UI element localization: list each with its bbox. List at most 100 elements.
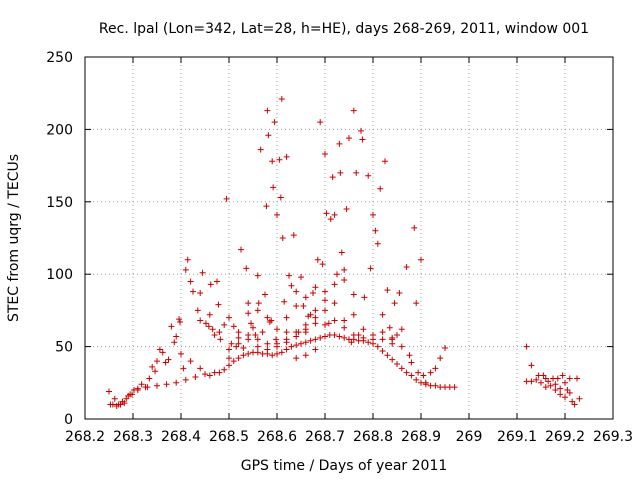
data-point [250, 324, 256, 331]
data-point [138, 381, 145, 388]
data-point [171, 339, 178, 346]
data-point [331, 300, 338, 307]
data-point [323, 210, 330, 217]
data-point [129, 391, 136, 398]
data-point [206, 372, 213, 379]
data-point [341, 317, 348, 324]
data-point [413, 376, 420, 383]
x-tick-label: 269.1 [497, 429, 537, 445]
data-point [331, 332, 338, 339]
data-point [559, 372, 566, 379]
data-point [270, 184, 277, 191]
data-point [312, 320, 319, 327]
data-point [389, 334, 396, 341]
data-point [273, 336, 280, 343]
data-point [190, 288, 196, 295]
data-point [432, 365, 439, 372]
data-point [293, 288, 300, 295]
data-point [111, 395, 118, 402]
data-point [302, 352, 309, 359]
data-point [377, 185, 384, 192]
chart-title: Rec. lpal (Lon=342, Lat=28, h=HE), days … [99, 21, 589, 37]
data-point [216, 369, 223, 376]
data-point [192, 374, 199, 381]
data-point [350, 311, 357, 318]
data-point [312, 307, 319, 314]
data-point [182, 376, 189, 383]
data-point [331, 317, 338, 324]
data-point [245, 332, 252, 339]
data-point [327, 216, 334, 223]
data-point [379, 311, 386, 318]
data-point [523, 343, 530, 350]
data-point [302, 329, 309, 336]
data-point [264, 107, 271, 114]
data-point [262, 291, 268, 298]
data-point [322, 321, 328, 328]
data-point [398, 343, 405, 350]
data-point [398, 365, 405, 372]
data-point [235, 340, 242, 347]
grid [85, 57, 613, 419]
data-point [365, 172, 372, 179]
data-point [288, 282, 295, 289]
data-point [374, 343, 381, 350]
data-point [217, 336, 224, 343]
data-point [197, 365, 204, 372]
data-point [562, 379, 568, 386]
data-point [403, 263, 410, 270]
data-point [350, 332, 357, 339]
data-point [274, 211, 280, 218]
data-point [180, 365, 187, 372]
data-point [159, 349, 166, 356]
data-point [254, 272, 261, 279]
data-point [254, 343, 261, 350]
data-point [278, 95, 285, 102]
data-point [350, 107, 357, 114]
data-point [162, 359, 169, 366]
data-point [266, 318, 273, 325]
data-point [278, 349, 285, 356]
data-point [269, 158, 276, 165]
data-point [298, 274, 304, 281]
data-point [367, 265, 374, 272]
data-point [307, 311, 314, 318]
data-point [382, 158, 388, 165]
data-point [547, 382, 554, 389]
y-tick-label: 250 [46, 50, 73, 66]
y-tick-label: 0 [64, 412, 73, 428]
data-point [528, 378, 535, 385]
data-point [372, 227, 379, 234]
data-point [394, 332, 400, 339]
data-point [254, 336, 261, 343]
data-point [184, 256, 191, 263]
data-point [134, 387, 141, 394]
data-point [552, 381, 559, 388]
data-point [194, 307, 201, 314]
data-point [243, 265, 250, 272]
data-point [336, 333, 343, 340]
data-point [365, 339, 372, 346]
data-point [286, 272, 292, 279]
data-point [325, 320, 332, 327]
data-point [437, 355, 444, 362]
data-point [312, 336, 319, 343]
data-point [221, 366, 228, 373]
data-point [346, 135, 352, 142]
y-axis-label: STEC from uqrg / TECUs [6, 154, 22, 322]
data-point [533, 376, 540, 383]
data-point [245, 350, 252, 357]
data-point [293, 342, 300, 349]
data-point [545, 378, 552, 385]
x-tick-label: 268.4 [161, 429, 201, 445]
data-point [307, 337, 314, 344]
data-point [106, 388, 112, 395]
data-point [283, 339, 290, 346]
data-point [215, 301, 222, 308]
data-point [312, 314, 319, 321]
x-tick-label: 268.8 [353, 429, 393, 445]
data-point [209, 326, 216, 333]
data-point [173, 379, 180, 386]
data-point [338, 249, 345, 256]
